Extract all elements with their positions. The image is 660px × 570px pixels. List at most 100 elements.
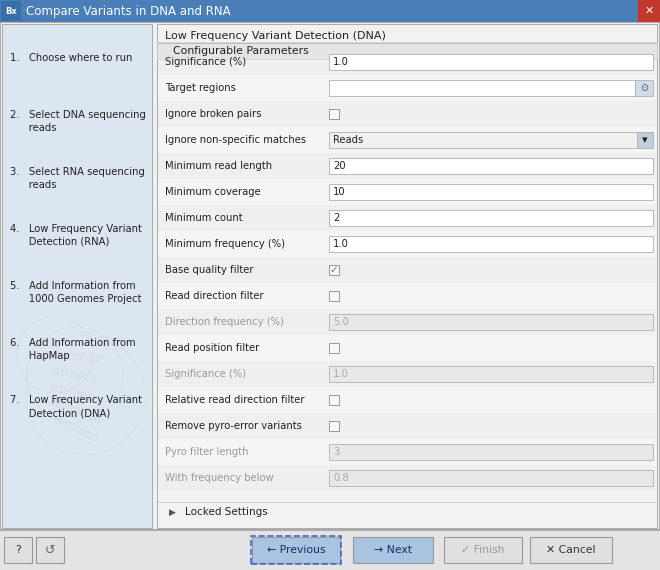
Text: 1.   Choose where to run: 1. Choose where to run <box>10 53 133 63</box>
Text: ✕ Cancel: ✕ Cancel <box>546 545 596 555</box>
Bar <box>36 537 64 563</box>
Text: 1.0: 1.0 <box>333 57 349 67</box>
Text: ↺: ↺ <box>45 544 55 556</box>
Bar <box>158 257 656 283</box>
Text: Detection (RNA): Detection (RNA) <box>10 237 110 247</box>
Bar <box>157 42 657 59</box>
Text: 20: 20 <box>333 161 346 171</box>
Bar <box>329 236 653 252</box>
Bar <box>4 537 32 563</box>
Text: 1000 Genomes Project: 1000 Genomes Project <box>10 294 141 304</box>
Bar <box>158 127 656 153</box>
Text: 6.   Add Information from: 6. Add Information from <box>10 338 135 348</box>
Text: Pyro filter length: Pyro filter length <box>165 447 249 457</box>
Bar <box>0 0 660 22</box>
Text: → Next: → Next <box>374 545 412 555</box>
Text: Read position filter: Read position filter <box>165 343 259 353</box>
Bar <box>329 395 339 405</box>
Bar <box>329 343 339 353</box>
Bar <box>158 465 656 491</box>
Text: 4.   Low Frequency Variant: 4. Low Frequency Variant <box>10 224 142 234</box>
Text: Significance (%): Significance (%) <box>165 57 246 67</box>
Text: Configurable Parameters: Configurable Parameters <box>173 46 309 56</box>
Bar <box>158 309 656 335</box>
Bar <box>329 314 653 330</box>
Text: 1.0: 1.0 <box>333 369 349 379</box>
Bar <box>530 537 612 563</box>
Text: ▶: ▶ <box>169 507 176 516</box>
Bar <box>329 265 339 275</box>
Text: 7.   Low Frequency Variant: 7. Low Frequency Variant <box>10 395 142 405</box>
Text: 10: 10 <box>333 187 346 197</box>
Text: Minimum coverage: Minimum coverage <box>165 187 261 197</box>
Text: Minimum count: Minimum count <box>165 213 243 223</box>
Bar <box>157 43 657 44</box>
Bar <box>444 537 522 563</box>
Text: Minimum read length: Minimum read length <box>165 161 272 171</box>
Bar <box>1 1 21 21</box>
Bar <box>329 291 339 301</box>
Bar <box>157 24 657 528</box>
Text: 1.0: 1.0 <box>333 239 349 249</box>
Bar <box>252 537 340 563</box>
Bar <box>638 0 660 22</box>
Text: Target regions: Target regions <box>165 83 236 93</box>
Bar <box>329 470 653 486</box>
Bar <box>637 132 653 148</box>
Bar <box>158 205 656 231</box>
Bar <box>158 502 656 503</box>
Text: Ignore broken pairs: Ignore broken pairs <box>165 109 261 119</box>
Bar <box>329 54 653 70</box>
Text: With frequency below: With frequency below <box>165 473 274 483</box>
Bar <box>158 361 656 387</box>
Bar <box>329 80 635 96</box>
Text: 0.8: 0.8 <box>333 473 348 483</box>
Bar <box>329 421 339 431</box>
Text: Detection (DNA): Detection (DNA) <box>10 408 110 418</box>
Bar <box>251 536 341 564</box>
Bar <box>158 335 656 361</box>
Bar <box>158 439 656 465</box>
Text: Remove pyro-error variants: Remove pyro-error variants <box>165 421 302 431</box>
Bar <box>158 413 656 439</box>
Bar <box>0 530 660 570</box>
Text: Bx: Bx <box>5 6 17 15</box>
Text: 101001011010: 101001011010 <box>46 398 104 426</box>
Bar <box>158 387 656 413</box>
Bar <box>158 283 656 309</box>
Text: Significance (%): Significance (%) <box>165 369 246 379</box>
Bar <box>329 210 653 226</box>
Text: reads: reads <box>10 123 57 133</box>
Text: Low Frequency Variant Detection (DNA): Low Frequency Variant Detection (DNA) <box>165 31 386 41</box>
Bar <box>158 75 656 101</box>
Bar <box>158 231 656 257</box>
Text: ✓: ✓ <box>329 265 339 275</box>
Text: 0110100101: 0110100101 <box>51 368 100 385</box>
Text: Direction frequency (%): Direction frequency (%) <box>165 317 284 327</box>
Text: ← Previous: ← Previous <box>267 545 325 555</box>
Bar <box>2 24 152 528</box>
Text: Locked Settings: Locked Settings <box>185 507 268 517</box>
Text: 3.   Select RNA sequencing: 3. Select RNA sequencing <box>10 167 145 177</box>
Text: Read direction filter: Read direction filter <box>165 291 263 301</box>
Bar <box>353 537 433 563</box>
Bar <box>0 22 660 530</box>
Text: ✕: ✕ <box>644 6 653 16</box>
Bar <box>635 80 653 96</box>
Bar <box>0 529 660 530</box>
Bar <box>158 179 656 205</box>
Bar <box>329 444 653 460</box>
Text: HapMap: HapMap <box>10 351 69 361</box>
Text: 01010100110: 01010100110 <box>48 383 102 405</box>
Text: 5.0: 5.0 <box>333 317 349 327</box>
Bar <box>329 109 339 119</box>
Text: reads: reads <box>10 180 57 190</box>
Bar <box>329 184 653 200</box>
Text: 10101001010: 10101001010 <box>48 351 102 365</box>
Text: ?: ? <box>15 545 21 555</box>
Bar <box>329 366 653 382</box>
Text: ▾: ▾ <box>642 135 648 145</box>
Bar <box>158 101 656 127</box>
Text: 5.   Add Information from: 5. Add Information from <box>10 281 135 291</box>
Text: 2: 2 <box>333 213 339 223</box>
